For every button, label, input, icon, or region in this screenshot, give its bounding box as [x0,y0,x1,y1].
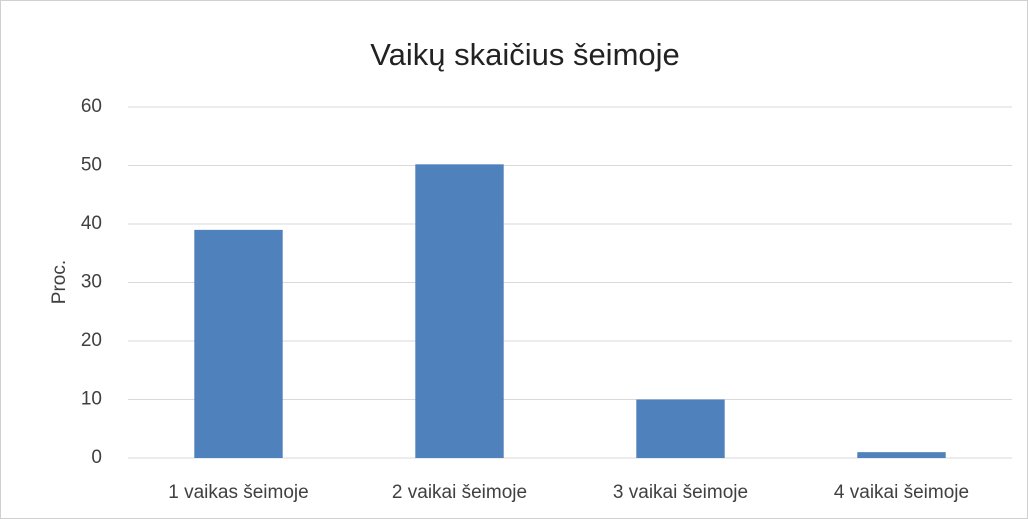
bar [636,399,725,458]
bar [857,452,946,458]
y-tick-label: 30 [81,272,102,293]
chart-title: Vaikų skaičius šeimoje [370,37,680,72]
y-tick-label: 40 [81,213,102,234]
y-tick-label: 60 [81,96,102,117]
y-tick-label: 0 [91,447,102,468]
bar [194,229,283,458]
y-tick-label: 10 [81,389,102,410]
x-tick-label: 1 vaikas šeimoje [168,482,308,503]
x-tick-label: 3 vaikai šeimoje [613,482,748,503]
y-axis-label: Proc. [49,260,70,304]
x-tick-label: 2 vaikai šeimoje [392,482,527,503]
x-tick-label: 4 vaikai šeimoje [834,482,969,503]
y-tick-label: 50 [81,155,102,176]
bar [415,164,504,458]
y-tick-label: 20 [81,330,102,351]
